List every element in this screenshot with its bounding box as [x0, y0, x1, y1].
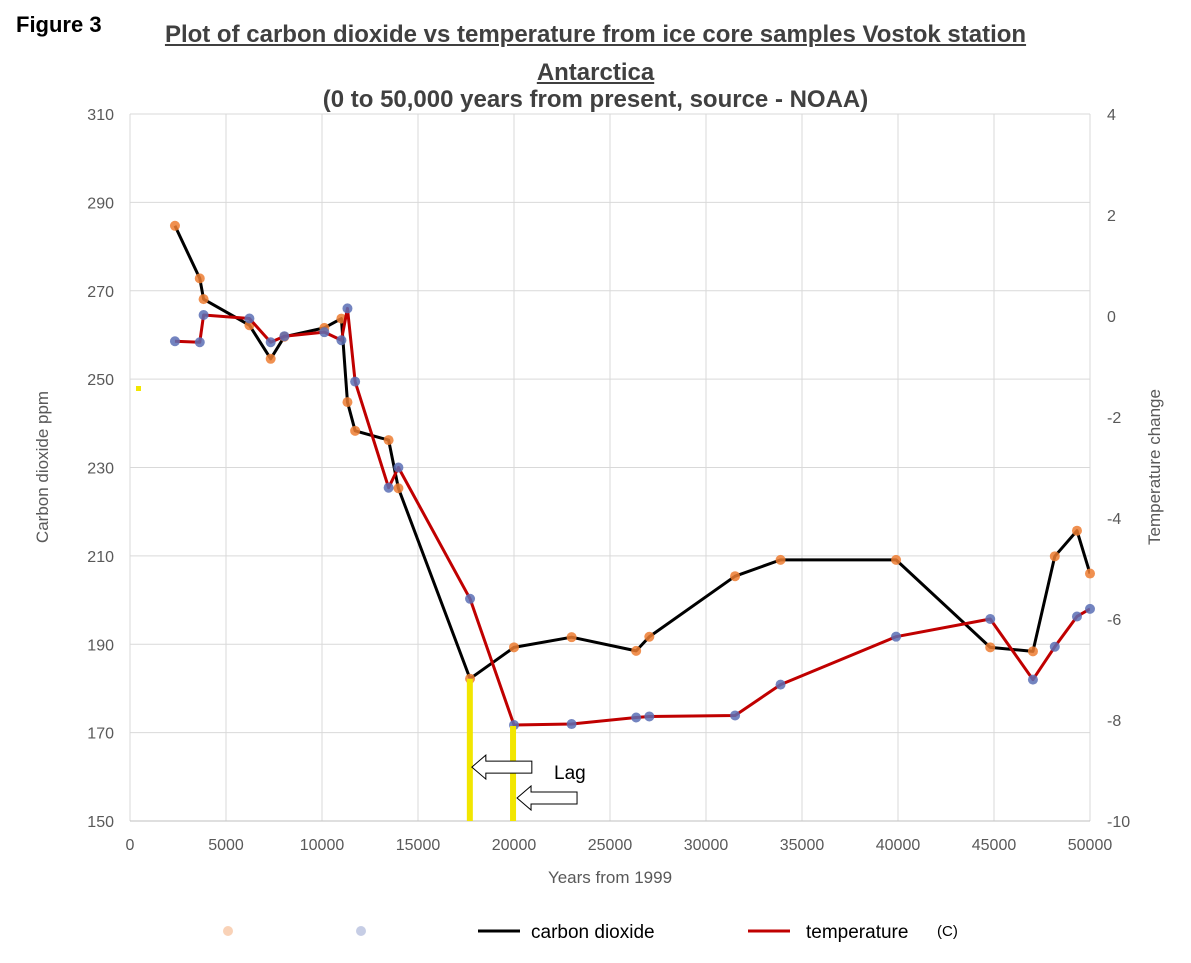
temperature-data-point	[342, 303, 353, 314]
y-left-tick-label: 210	[87, 549, 114, 566]
carbon-dioxide-data-point	[342, 397, 353, 408]
carbon-dioxide-data-point	[985, 642, 996, 653]
temperature-data-point	[1071, 611, 1082, 622]
temperature-data-point	[265, 337, 276, 348]
temperature-data-point	[891, 631, 902, 642]
temperature-data-point	[775, 679, 786, 690]
temperature-data-point	[566, 719, 577, 730]
temperature-data-point	[465, 593, 476, 604]
y-right-tick-label: 0	[1107, 309, 1116, 326]
chart-title-line-2: Antarctica	[536, 59, 655, 86]
carbon-dioxide-series-line	[173, 225, 1090, 681]
y-right-tick-label: -6	[1107, 612, 1121, 629]
temperature-data-point	[1027, 674, 1038, 685]
carbon-dioxide-data-point	[194, 273, 205, 284]
carbon-dioxide-data-point	[1071, 525, 1082, 536]
carbon-dioxide-data-point	[383, 435, 394, 446]
temperature-data-point	[644, 711, 655, 722]
carbon-dioxide-data-point	[1085, 568, 1095, 579]
carbon-dioxide-data-point	[1049, 551, 1060, 562]
temperature-data-point	[350, 376, 361, 387]
carbon-dioxide-data-point	[393, 483, 404, 494]
temperature-data-point	[279, 331, 290, 342]
carbon-dioxide-data-point	[566, 632, 577, 643]
temperature-data-point	[383, 482, 394, 493]
carbon-dioxide-data-point	[350, 425, 361, 436]
temperature-data-point	[631, 712, 642, 723]
temperature-data-point	[336, 335, 347, 346]
y-right-tick-label: -4	[1107, 511, 1121, 528]
temperature-series-line	[174, 306, 1090, 727]
chart-title-line-3: (0 to 50,000 years from present, source …	[322, 86, 869, 113]
x-tick-label: 40000	[876, 837, 921, 854]
y-right-axis-title: Temperature change	[1145, 389, 1164, 545]
y-right-tick-label: -8	[1107, 713, 1121, 730]
y-left-tick-label: 290	[87, 195, 114, 212]
y-left-tick-label: 150	[87, 814, 114, 831]
lag-arrow-2	[516, 784, 578, 812]
y-right-tick-label: 2	[1107, 208, 1116, 225]
y-left-tick-label: 270	[87, 284, 114, 301]
temperature-data-point	[194, 337, 205, 348]
x-tick-label: 15000	[396, 837, 441, 854]
x-tick-label: 50000	[1068, 837, 1113, 854]
carbon-dioxide-data-point	[169, 220, 180, 231]
chart-title-line-1: Plot of carbon dioxide vs temperature fr…	[164, 21, 1027, 48]
y-left-tick-label: 230	[87, 461, 114, 478]
temperature-data-point	[198, 309, 209, 320]
temperature-data-point	[985, 614, 996, 624]
carbon-dioxide-data-point	[509, 642, 519, 653]
y-left-tick-label: 250	[87, 372, 114, 389]
x-axis-title: Years from 1999	[548, 868, 672, 887]
x-tick-label: 5000	[208, 837, 244, 854]
y-right-tick-label: -10	[1107, 814, 1130, 831]
carbon-dioxide-data-point	[644, 631, 655, 642]
lag-annotation-label: Lag	[554, 763, 586, 784]
carbon-dioxide-data-point	[631, 645, 642, 656]
figure-label: Figure 3	[16, 12, 102, 37]
carbon-dioxide-data-point	[891, 554, 902, 565]
y-left-tick-label: 170	[87, 726, 114, 743]
y-right-tick-label: 4	[1107, 107, 1116, 124]
legend-faded-marker-orange	[223, 926, 233, 936]
y-left-tick-label: 190	[87, 637, 114, 654]
y-left-axis-title: Carbon dioxide ppm	[33, 391, 52, 543]
y-left-tick-label: 310	[87, 107, 114, 124]
x-tick-label: 10000	[300, 837, 345, 854]
x-tick-label: 30000	[684, 837, 729, 854]
y-right-tick-label: -2	[1107, 410, 1121, 427]
legend-label-temperature: temperature	[806, 922, 908, 943]
temperature-data-point	[1085, 603, 1095, 614]
carbon-dioxide-data-point	[265, 353, 276, 364]
x-tick-label: 25000	[588, 837, 633, 854]
legend-label-carbon-dioxide: carbon dioxide	[531, 922, 655, 943]
x-tick-label: 0	[126, 837, 135, 854]
x-tick-label: 45000	[972, 837, 1017, 854]
legend-faded-marker-blue	[356, 926, 366, 936]
temperature-data-point	[169, 336, 180, 347]
x-tick-label: 20000	[492, 837, 537, 854]
lag-marker-bar	[466, 678, 473, 821]
temperature-data-point	[1049, 641, 1060, 652]
temperature-data-point	[730, 710, 741, 721]
temperature-data-point	[393, 462, 404, 473]
legend-label-unit: (C)	[937, 923, 958, 940]
temperature-data-point	[319, 327, 330, 338]
carbon-dioxide-data-point	[775, 554, 786, 565]
lag-arrow-1	[471, 754, 533, 781]
carbon-dioxide-data-point	[198, 294, 209, 305]
stray-yellow-marker	[136, 386, 141, 391]
carbon-dioxide-data-point	[730, 571, 741, 582]
temperature-data-point	[244, 313, 255, 324]
x-tick-label: 35000	[780, 837, 825, 854]
carbon-dioxide-data-point	[1027, 646, 1038, 657]
